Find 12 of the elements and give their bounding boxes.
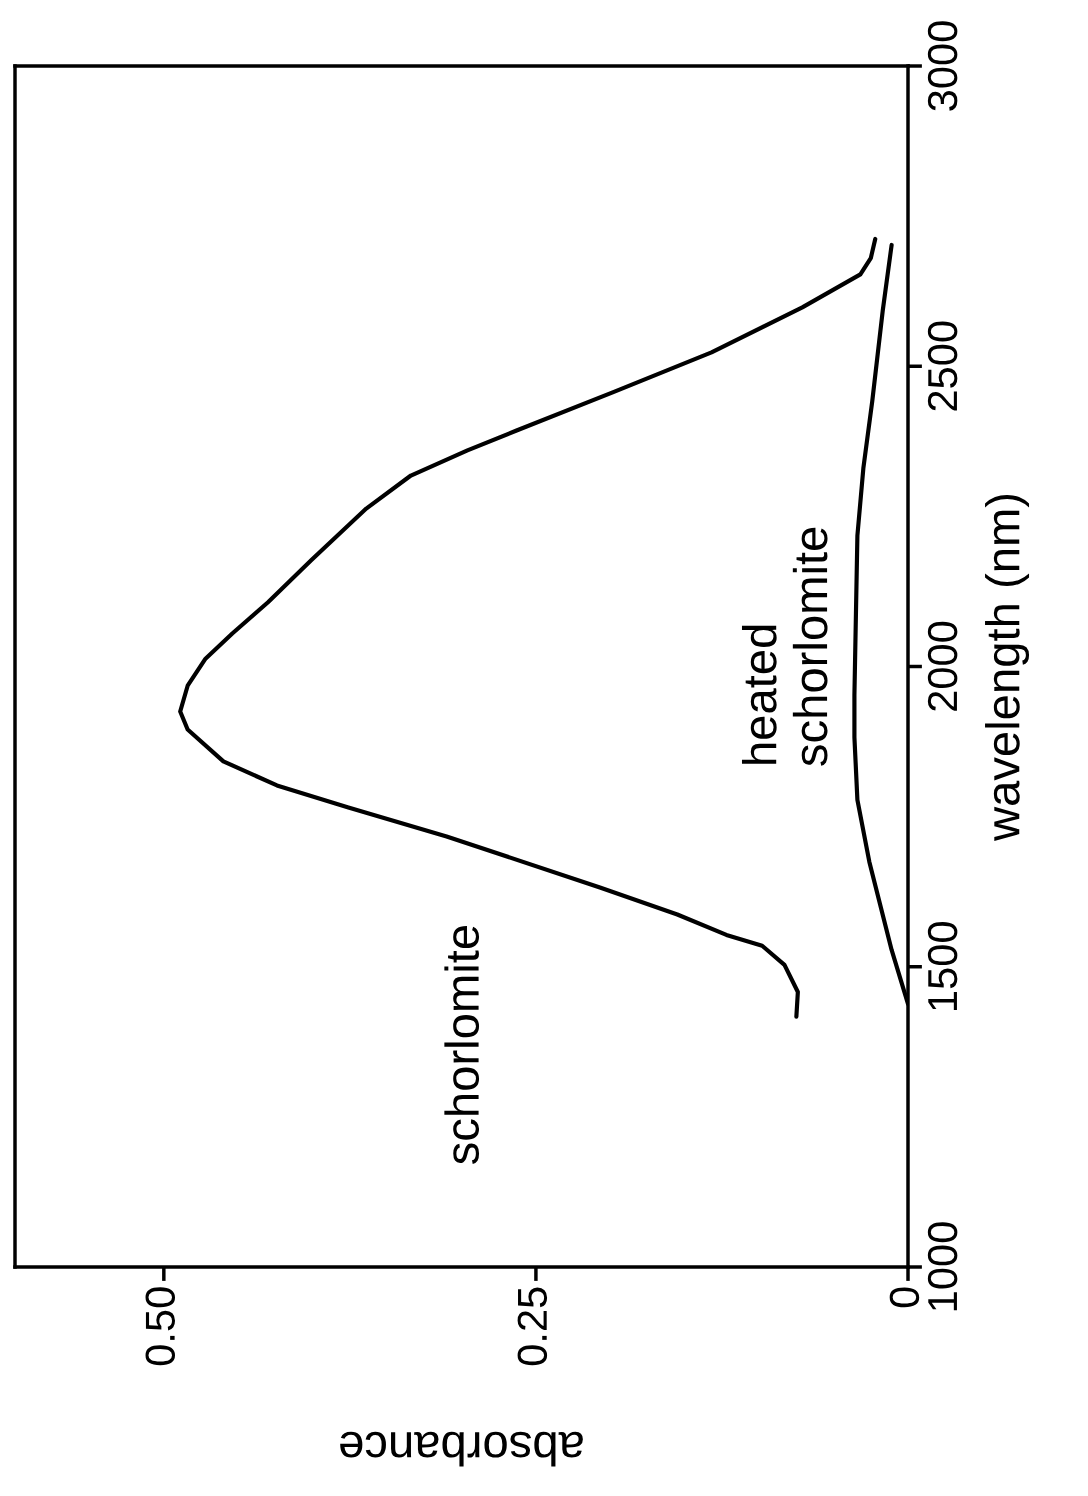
y-tick-label: 2500 bbox=[927, 321, 958, 411]
y-tick-label: 2000 bbox=[927, 621, 958, 711]
y-tick-label: 1000 bbox=[927, 1222, 958, 1311]
x-tick-label: 0.25 bbox=[517, 1287, 548, 1366]
y-tick-label: 3000 bbox=[927, 21, 958, 111]
x-tick-label: 0 bbox=[889, 1287, 920, 1308]
text: schorlomite bbox=[444, 925, 480, 1164]
y-axis-title: wavelength (nm) bbox=[985, 494, 1030, 842]
x-tick-label: 0.50 bbox=[145, 1287, 176, 1366]
x-axis-title: absorbance bbox=[340, 1431, 583, 1467]
y-tick-label: 1500 bbox=[927, 922, 958, 1010]
text: heated schorlomite bbox=[741, 527, 828, 766]
